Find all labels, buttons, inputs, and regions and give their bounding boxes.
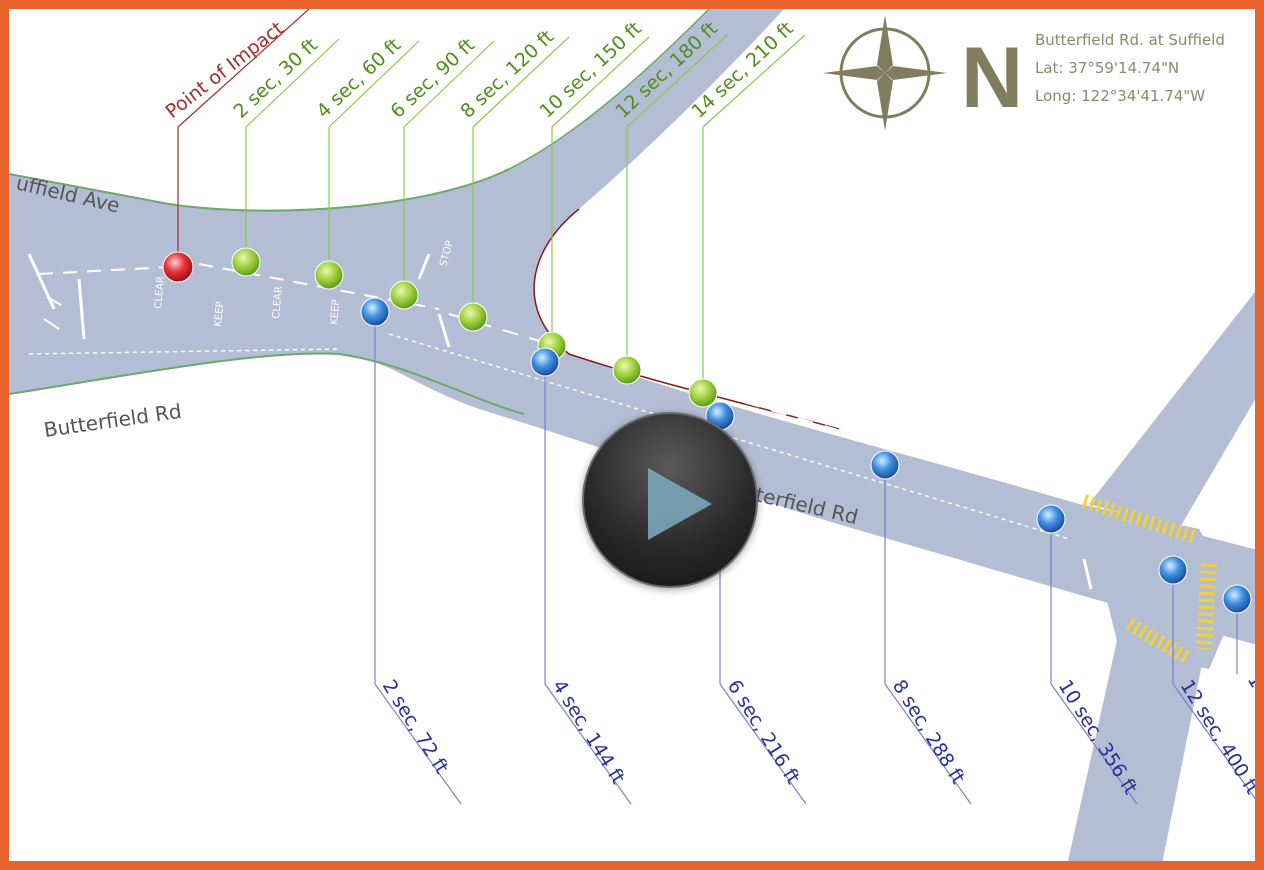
position-markers <box>162 247 1252 614</box>
pavement-keep-2: KEEP <box>329 299 342 325</box>
green-marker <box>688 378 718 408</box>
blue-marker <box>870 450 900 480</box>
blue-marker <box>360 297 390 327</box>
green-marker <box>231 247 261 277</box>
green-marker <box>458 302 488 332</box>
green-marker <box>389 280 419 310</box>
location-name: Butterfield Rd. at Suffield <box>1035 31 1225 49</box>
blue-label-4: 8 sec, 288 ft <box>888 676 969 788</box>
north-letter: N <box>961 30 1023 126</box>
green-marker <box>314 260 344 290</box>
video-play-button[interactable] <box>582 412 758 588</box>
street-label-butterfield-left: Butterfield Rd <box>42 399 183 442</box>
pavement-clear-2: CLEAR <box>271 286 285 320</box>
blue-label-2: 4 sec, 144 ft <box>548 676 629 788</box>
blue-label-3: 6 sec, 216 ft <box>723 676 804 788</box>
blue-label-6: 12 sec, 400 ft <box>1176 676 1264 798</box>
blue-marker <box>530 347 560 377</box>
location-long: Long: 122°34'41.74"W <box>1035 87 1206 105</box>
green-marker <box>612 355 642 385</box>
crosswalks <box>1081 494 1217 666</box>
impact-marker <box>162 251 194 283</box>
blue-marker <box>1222 584 1252 614</box>
blue-marker <box>1158 555 1188 585</box>
diagonal-road-upper <box>1089 291 1255 529</box>
blue-label-7: 14 <box>1243 670 1264 702</box>
pavement-clear-1: CLEAR <box>153 276 167 310</box>
pavement-keep-1: KEEP <box>213 301 226 327</box>
blue-marker <box>1036 504 1066 534</box>
play-icon <box>648 468 712 540</box>
blue-label-1: 2 sec, 72 ft <box>378 676 453 778</box>
location-lat: Lat: 37°59'14.74"N <box>1035 59 1180 77</box>
diagonal-road-lower <box>1068 609 1209 861</box>
compass-rose-icon <box>823 15 947 131</box>
